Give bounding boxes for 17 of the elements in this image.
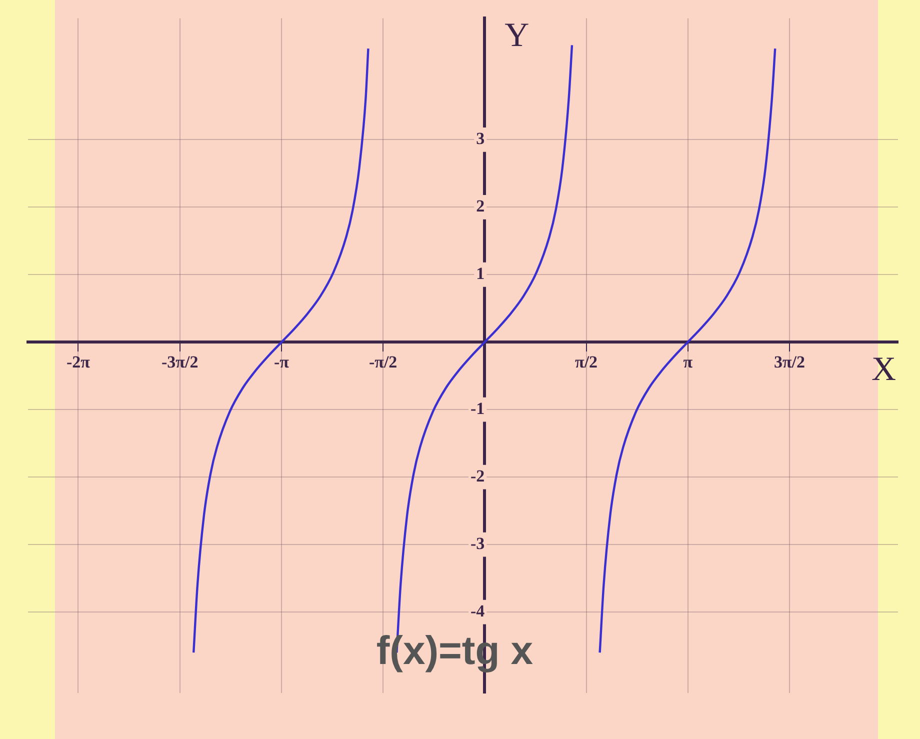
- x-tick-label: -π/2: [368, 352, 398, 372]
- line-series: [598, 47, 776, 654]
- y-tick-label: 3: [476, 129, 485, 148]
- x-tick-label: -π: [274, 352, 290, 372]
- y-tick-label: -1: [470, 398, 485, 418]
- x-tick-label: π: [683, 352, 694, 372]
- x-tick-label: -3π/2: [162, 352, 198, 372]
- y-axis-title: Y: [504, 17, 530, 54]
- y-tick-label: -3: [470, 534, 485, 553]
- x-axis-title: X: [871, 351, 896, 388]
- x-tick-label: π/2: [575, 352, 598, 372]
- x-tick-label: 3π/2: [774, 352, 806, 372]
- y-tick-label: 1: [476, 264, 485, 284]
- y-tick-label: -4: [470, 601, 486, 620]
- y-tick-label: -2: [470, 466, 485, 486]
- x-tick-label: -2π: [66, 352, 91, 372]
- y-tick-label: 2: [476, 196, 485, 216]
